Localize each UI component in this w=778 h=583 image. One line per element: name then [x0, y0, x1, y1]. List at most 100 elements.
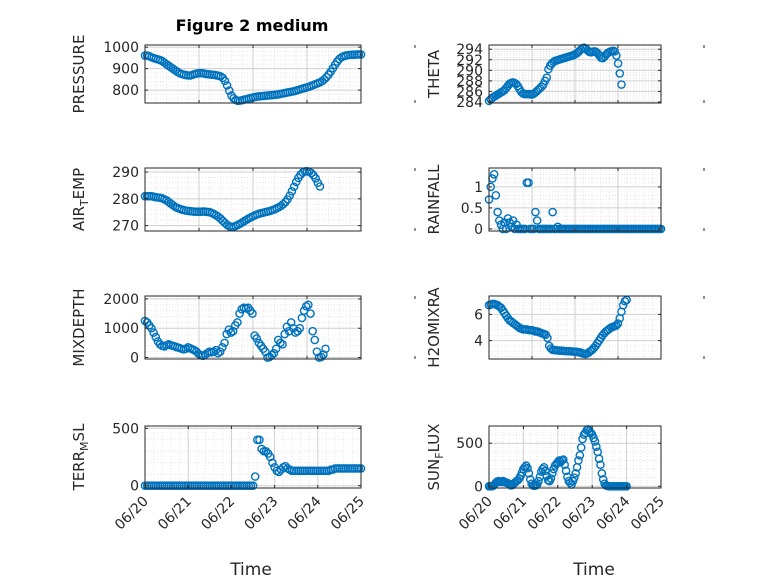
y-axis: 00.51 — [461, 180, 661, 238]
x-axis — [488, 45, 705, 103]
data-point — [255, 435, 264, 445]
data-point — [622, 481, 631, 491]
data-point — [596, 460, 605, 470]
y-tick-label: 292 — [456, 53, 483, 69]
data-point — [592, 442, 601, 451]
y-axis-label-part: SUN — [425, 459, 443, 491]
data-point — [335, 54, 344, 64]
data-point — [271, 344, 281, 354]
data-point — [610, 47, 619, 56]
series-markers — [140, 50, 366, 106]
data-point — [612, 51, 621, 60]
y-axis-label-part: TERR — [70, 451, 88, 492]
series-markers — [140, 435, 366, 491]
grid-lines — [144, 426, 362, 488]
data-point — [559, 455, 568, 464]
y-axis-label-0: PRESSURE — [70, 35, 88, 114]
data-point — [321, 344, 330, 354]
data-point — [248, 309, 257, 318]
data-point — [543, 333, 552, 343]
y-tick-label: 0 — [474, 479, 483, 495]
y-axis: 800 900 1000 — [103, 40, 361, 99]
data-point — [315, 182, 325, 191]
data-point — [594, 454, 604, 464]
data-point — [495, 216, 504, 225]
data-point — [297, 313, 307, 323]
y-axis-label-subscript: T — [78, 199, 91, 207]
data-point — [216, 72, 225, 81]
data-point — [295, 323, 305, 333]
y-axis-label-part: AIR — [70, 206, 88, 231]
y-tick-label: 1 — [474, 180, 483, 196]
data-point — [215, 347, 225, 356]
y-axis-label-1: THETA — [425, 49, 443, 99]
data-point — [576, 443, 586, 452]
y-tick-label: 1000 — [103, 321, 139, 337]
data-point — [501, 224, 511, 234]
x-axis-label-left: Time — [229, 560, 272, 580]
data-point — [257, 444, 266, 454]
data-point — [213, 348, 223, 358]
y-tick-label: 0 — [130, 479, 139, 495]
figure-title: Figure 2 medium — [176, 16, 329, 35]
y-axis: 0 1000 2000 — [103, 292, 361, 367]
data-point — [287, 187, 297, 196]
data-point — [216, 214, 225, 223]
data-point — [489, 169, 499, 179]
y-tick-label: 290 — [112, 165, 139, 181]
data-point — [597, 469, 607, 478]
y-tick-label: 0 — [474, 222, 483, 238]
data-point — [561, 466, 571, 476]
data-point — [531, 207, 540, 217]
data-point — [307, 168, 316, 178]
data-point — [311, 174, 320, 183]
data-point — [570, 473, 579, 482]
data-point — [278, 340, 287, 349]
data-point — [560, 460, 569, 470]
series-markers — [140, 300, 330, 362]
x-axis — [144, 168, 416, 231]
data-point — [613, 59, 623, 68]
y-axis: 46 — [474, 307, 661, 350]
y-tick-label: 0.5 — [461, 201, 483, 217]
data-point — [181, 344, 191, 354]
y-tick-label: 280 — [112, 192, 139, 208]
y-tick-label: 286 — [456, 84, 483, 100]
data-point — [571, 469, 580, 478]
axes-box — [488, 425, 662, 489]
data-point — [209, 347, 219, 356]
y-tick-label: 290 — [456, 63, 483, 79]
subplot-mixdepth: 0 1000 2000 MIXDEPTH — [70, 288, 416, 367]
data-point — [278, 199, 288, 209]
data-point — [168, 200, 178, 210]
data-point — [486, 182, 496, 192]
y-axis-label-2: AIRTEMP — [70, 168, 91, 231]
data-point — [546, 474, 556, 483]
y-tick-label: 270 — [112, 219, 139, 235]
data-point — [304, 300, 313, 310]
data-point — [316, 352, 326, 362]
data-point — [269, 348, 279, 358]
data-point — [523, 463, 532, 473]
data-point — [289, 182, 299, 192]
x-axis-label-right: Time — [572, 560, 615, 580]
data-point — [170, 66, 180, 75]
data-point — [542, 73, 552, 82]
y-axis-label-subscript: M — [78, 441, 91, 451]
data-point — [233, 318, 242, 327]
series-markers — [484, 43, 626, 106]
data-point — [301, 301, 311, 311]
y-tick-label: 500 — [456, 436, 483, 452]
data-point — [250, 472, 260, 481]
y-axis: 0 500 — [456, 436, 661, 495]
y-axis-label-part: LUX — [425, 424, 443, 453]
y-tick-label: 294 — [456, 42, 483, 58]
data-point — [308, 326, 317, 336]
y-tick-label: 2000 — [103, 292, 139, 308]
data-point — [276, 338, 285, 348]
data-point — [613, 319, 623, 328]
y-tick-label: 800 — [112, 83, 139, 99]
